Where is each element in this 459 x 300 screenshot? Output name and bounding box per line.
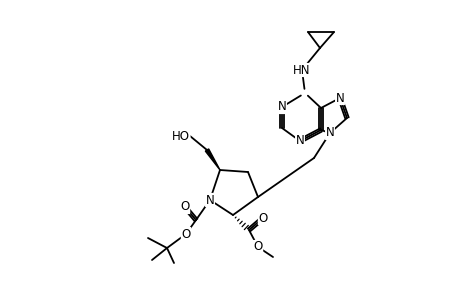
Text: N: N: [325, 127, 334, 140]
Text: O: O: [258, 212, 267, 224]
Text: O: O: [181, 227, 190, 241]
Text: HO: HO: [172, 130, 190, 142]
Text: N: N: [295, 134, 304, 148]
Text: HN: HN: [293, 64, 310, 76]
Text: N: N: [277, 100, 286, 113]
Text: N: N: [335, 92, 344, 104]
Text: O: O: [253, 241, 262, 254]
Text: O: O: [180, 200, 189, 214]
Polygon shape: [205, 149, 219, 170]
Text: N: N: [205, 194, 214, 206]
